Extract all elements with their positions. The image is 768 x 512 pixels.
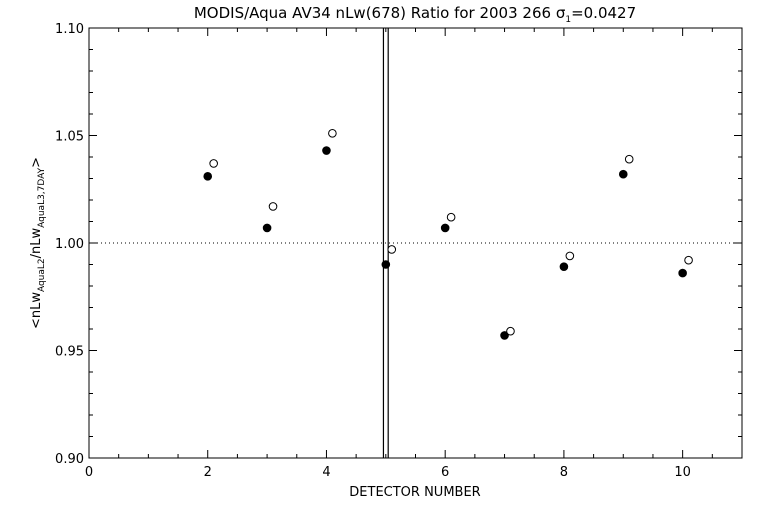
x-tick-label: 8: [560, 465, 568, 480]
filled-point: [262, 223, 272, 233]
open-point: [624, 154, 634, 164]
x-tick-label: 10: [674, 465, 691, 480]
x-tick-label: 6: [441, 465, 449, 480]
filled-point: [678, 268, 687, 278]
filled-point: [203, 172, 213, 181]
open-point: [268, 202, 278, 211]
y-axis-label: <nLwAquaL2/nLwAquaL3,7DAY>: [29, 157, 47, 329]
y-tick-label: 1.10: [55, 22, 84, 37]
y-tick-label: 0.90: [55, 452, 84, 467]
chart-title: MODIS/Aqua AV34 nLw(678) Ratio for 2003 …: [194, 4, 636, 25]
open-point: [387, 245, 397, 254]
filled-point: [500, 331, 509, 340]
open-point: [446, 212, 456, 222]
x-tick-label: 2: [204, 465, 212, 480]
x-axis-label: DETECTOR NUMBER: [349, 485, 480, 500]
reference-lines: [89, 28, 742, 458]
filled-point: [381, 260, 391, 269]
y-tick-label: 0.95: [55, 345, 84, 360]
filled-point: [440, 223, 450, 233]
open-point: [684, 255, 693, 265]
filled-point: [322, 146, 331, 155]
y-tick-label: 1.00: [55, 237, 84, 252]
plot-frame: [88, 27, 743, 459]
open-point: [565, 251, 575, 261]
filled-point: [618, 169, 628, 179]
axis-ticks: 0 2 4 6 8 10 0.90 0.95 1.00 1.05 1.10: [55, 22, 743, 480]
y-tick-label: 1.05: [55, 130, 84, 145]
data-points: [203, 129, 693, 340]
x-tick-label: 0: [85, 465, 93, 480]
open-point: [209, 159, 218, 168]
x-tick-label: 4: [322, 465, 330, 480]
open-point: [506, 326, 515, 336]
filled-point: [559, 262, 569, 271]
open-point: [328, 129, 337, 138]
